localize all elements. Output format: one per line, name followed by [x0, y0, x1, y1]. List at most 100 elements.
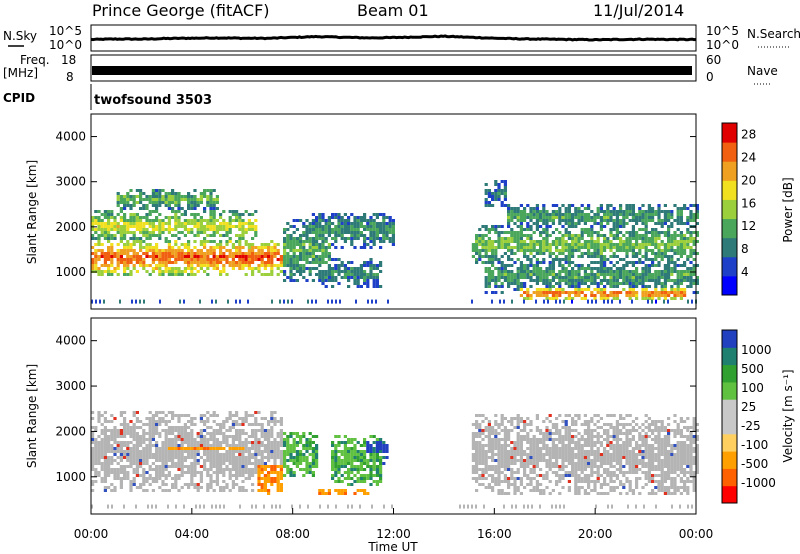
heatmap-cell — [539, 288, 543, 291]
heatmap-cell — [564, 297, 568, 300]
heatmap-cell — [660, 273, 664, 276]
heatmap-cell — [487, 426, 491, 429]
heatmap-cell — [487, 231, 491, 234]
heatmap-cell — [279, 441, 283, 444]
heatmap-cell — [321, 243, 325, 246]
heatmap-cell — [359, 450, 363, 453]
heatmap-cell — [526, 294, 530, 297]
heatmap-cell — [340, 465, 344, 468]
heatmap-cell — [567, 279, 571, 282]
heatmap-cell — [94, 426, 98, 429]
heatmap-cell — [100, 219, 104, 222]
heatmap-cell — [491, 198, 495, 201]
heatmap-cell — [299, 456, 303, 459]
heatmap-cell — [215, 483, 219, 486]
heatmap-cell — [94, 474, 98, 477]
heatmap-cell — [673, 267, 677, 270]
heatmap-cell — [123, 435, 127, 438]
heatmap-cell — [494, 441, 498, 444]
heatmap-cell — [657, 282, 661, 285]
heatmap-cell — [587, 204, 591, 207]
heatmap-cell — [289, 261, 293, 264]
heatmap-cell — [142, 468, 146, 471]
heatmap-cell — [247, 225, 251, 228]
heatmap-cell — [321, 489, 325, 492]
heatmap-cell — [343, 237, 347, 240]
heatmap-cell — [484, 462, 488, 465]
heatmap-cell — [193, 417, 197, 420]
heatmap-cell — [263, 462, 267, 465]
heatmap-cell — [651, 240, 655, 243]
heatmap-cell — [187, 243, 191, 246]
heatmap-cell — [673, 261, 677, 264]
heatmap-cell — [625, 279, 629, 282]
heatmap-cell — [526, 264, 530, 267]
heatmap-cell — [625, 213, 629, 216]
heatmap-cell — [539, 438, 543, 441]
heatmap-cell — [183, 429, 187, 432]
heatmap-cell — [222, 255, 226, 258]
heatmap-cell — [289, 249, 293, 252]
heatmap-cell — [331, 279, 335, 282]
heatmap-cell — [631, 285, 635, 288]
heatmap-cell — [657, 294, 661, 297]
heatmap-cell — [385, 456, 389, 459]
heatmap-cell — [302, 246, 306, 249]
heatmap-cell — [526, 459, 530, 462]
heatmap-cell — [529, 450, 533, 453]
heatmap-cell — [644, 267, 648, 270]
heatmap-cell — [97, 240, 101, 243]
heatmap-cell — [257, 249, 261, 252]
heatmap-cell — [209, 261, 213, 264]
heatmap-cell — [353, 480, 357, 483]
heatmap-cell — [555, 204, 559, 207]
heatmap-cell — [311, 279, 315, 282]
heatmap-cell — [206, 444, 210, 447]
heatmap-cell — [542, 243, 546, 246]
heatmap-cell — [532, 465, 536, 468]
heatmap-cell — [119, 435, 123, 438]
heatmap-cell — [523, 486, 527, 489]
heatmap-cell — [171, 198, 175, 201]
heatmap-cell — [238, 489, 242, 492]
heatmap-cell — [503, 299, 505, 304]
heatmap-cell — [311, 453, 315, 456]
heatmap-cell — [324, 273, 328, 276]
heatmap-cell — [103, 417, 107, 420]
heatmap-cell — [375, 234, 379, 237]
heatmap-cell — [231, 414, 235, 417]
heatmap-cell — [667, 291, 671, 294]
heatmap-cell — [487, 432, 491, 435]
heatmap-cell — [369, 447, 373, 450]
heatmap-cell — [171, 255, 175, 258]
heatmap-cell — [103, 264, 107, 267]
heatmap-cell — [369, 246, 373, 249]
heatmap-cell — [145, 459, 149, 462]
heatmap-cell — [247, 249, 251, 252]
heatmap-cell — [503, 243, 507, 246]
heatmap-cell — [119, 486, 123, 489]
heatmap-cell — [487, 240, 491, 243]
heatmap-cell — [235, 465, 239, 468]
heatmap-cell — [551, 297, 555, 300]
heatmap-cell — [548, 420, 552, 423]
heatmap-cell — [507, 258, 511, 261]
heatmap-cell — [510, 282, 514, 285]
heatmap-cell — [551, 456, 555, 459]
heatmap-cell — [663, 282, 667, 285]
heatmap-cell — [190, 471, 194, 474]
heatmap-cell — [244, 456, 248, 459]
heatmap-cell — [478, 483, 482, 486]
heatmap-cell — [519, 438, 523, 441]
heatmap-cell — [279, 444, 283, 447]
heatmap-cell — [491, 456, 495, 459]
heatmap-cell — [289, 246, 293, 249]
heatmap-cell — [676, 240, 680, 243]
heatmap-cell — [119, 432, 123, 435]
heatmap-cell — [657, 273, 661, 276]
heatmap-cell — [567, 207, 571, 210]
heatmap-cell — [203, 231, 207, 234]
heatmap-cell — [519, 420, 523, 423]
heatmap-cell — [507, 462, 511, 465]
heatmap-cell — [203, 465, 207, 468]
